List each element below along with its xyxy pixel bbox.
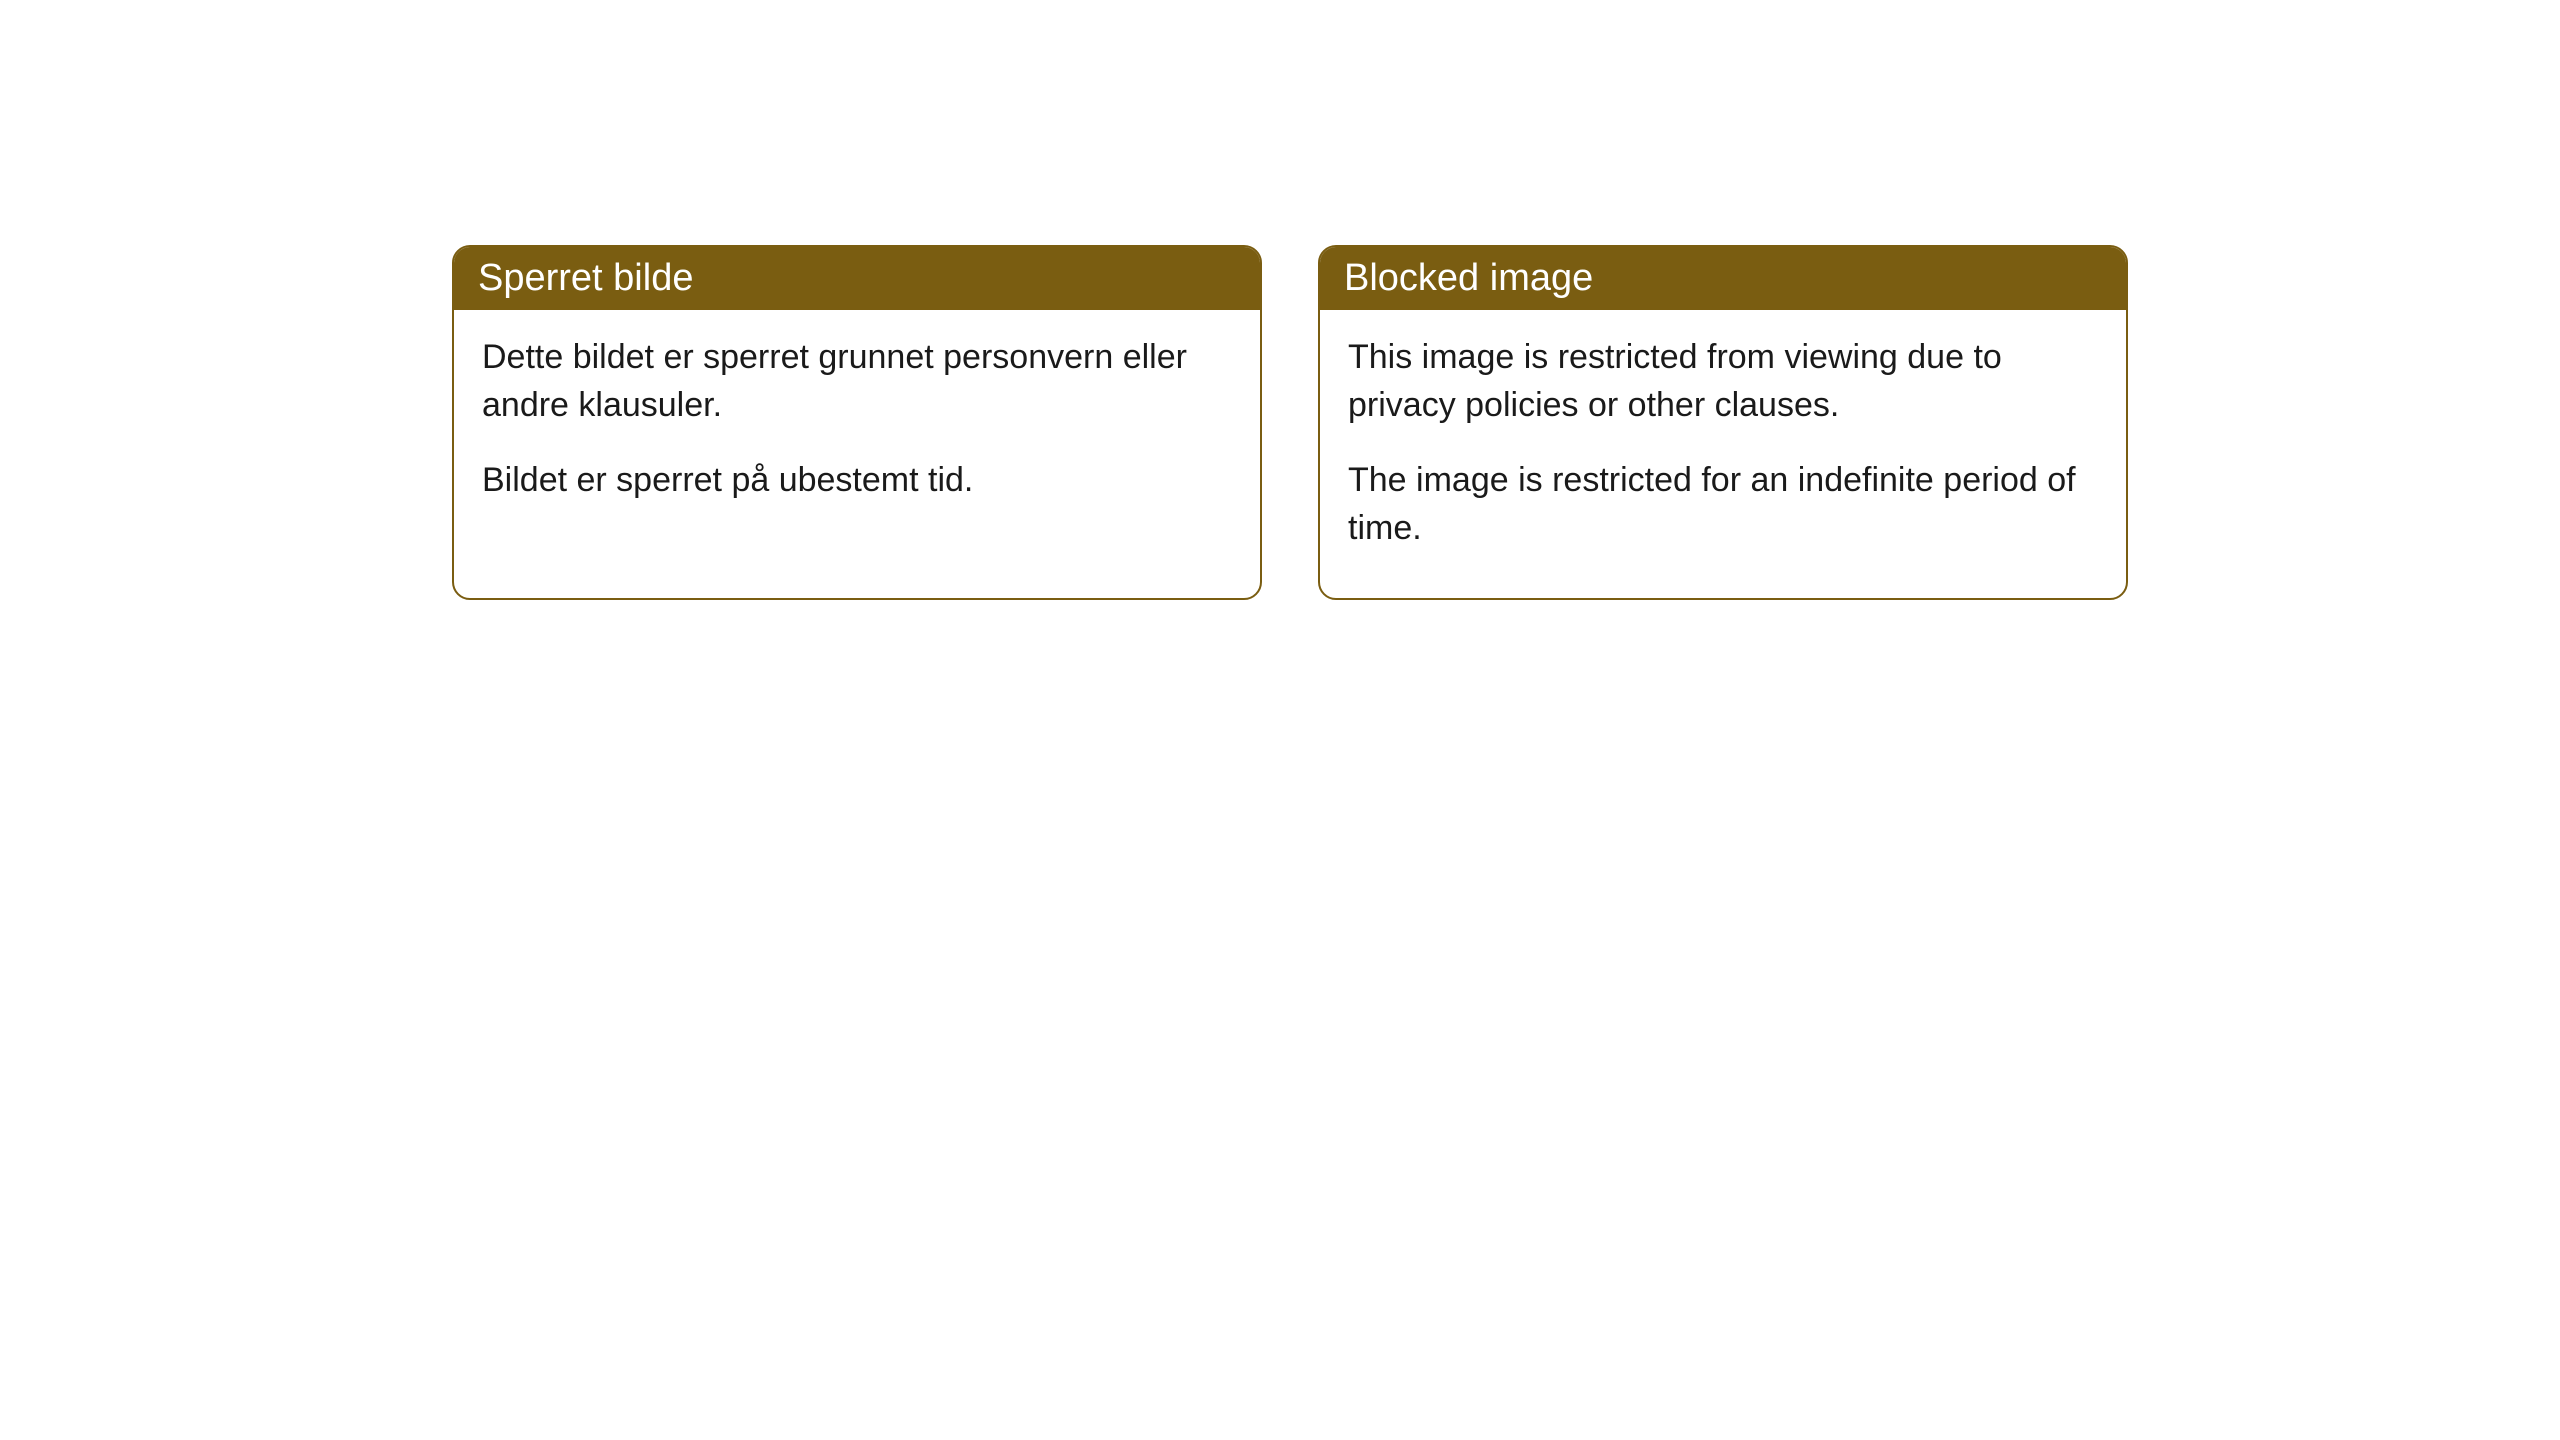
card-header: Sperret bilde [454, 247, 1260, 310]
card-paragraph: This image is restricted from viewing du… [1348, 334, 2098, 429]
card-header: Blocked image [1320, 247, 2126, 310]
blocked-image-card-english: Blocked image This image is restricted f… [1318, 245, 2128, 600]
blocked-image-card-norwegian: Sperret bilde Dette bildet er sperret gr… [452, 245, 1262, 600]
card-body: This image is restricted from viewing du… [1320, 310, 2126, 598]
card-paragraph: Bildet er sperret på ubestemt tid. [482, 457, 1232, 505]
card-paragraph: The image is restricted for an indefinit… [1348, 457, 2098, 552]
card-body: Dette bildet er sperret grunnet personve… [454, 310, 1260, 551]
card-paragraph: Dette bildet er sperret grunnet personve… [482, 334, 1232, 429]
cards-container: Sperret bilde Dette bildet er sperret gr… [452, 245, 2560, 600]
card-title: Sperret bilde [478, 257, 693, 299]
card-title: Blocked image [1344, 257, 1593, 299]
